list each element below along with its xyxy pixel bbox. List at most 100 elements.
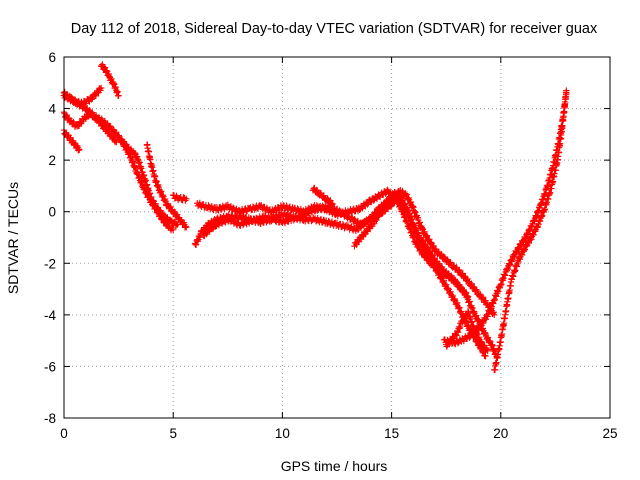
data-point: [456, 283, 464, 291]
data-point: [483, 346, 491, 353]
y-tick-label: -4: [44, 308, 56, 323]
data-point: [67, 134, 74, 141]
chart-title: Day 112 of 2018, Sidereal Day-to-day VTE…: [71, 21, 598, 37]
series-track: [97, 61, 122, 99]
series-track: [60, 84, 105, 108]
data-point: [464, 294, 471, 301]
y-tick-label: 6: [48, 50, 56, 65]
data-point: [167, 216, 174, 224]
data-point: [563, 87, 570, 94]
data-point: [329, 200, 336, 208]
data-point: [115, 92, 122, 99]
y-tick-label: 4: [48, 102, 56, 117]
data-point: [183, 223, 190, 231]
data-point: [453, 299, 461, 306]
data-point: [364, 201, 371, 208]
data-point: [486, 337, 493, 345]
x-tick-label: 10: [275, 426, 290, 441]
data-point: [462, 289, 470, 296]
data-point: [68, 95, 76, 102]
data-point: [432, 247, 439, 254]
data-point: [113, 138, 120, 146]
data-point: [170, 226, 177, 233]
ticks: 0 5 10 15 20 25 -8 -6 -4 -2 0 2 4 6: [44, 50, 618, 441]
data-point: [65, 93, 72, 101]
series-track: [60, 126, 83, 154]
data-point: [440, 277, 447, 284]
data-point: [484, 334, 492, 341]
data-point: [212, 223, 219, 230]
data-point: [107, 123, 114, 130]
series-track: [170, 191, 190, 204]
data-point: [430, 242, 437, 249]
data-point: [148, 193, 155, 201]
series-track: [351, 186, 498, 319]
data-point: [182, 223, 189, 230]
data-point: [81, 114, 89, 121]
data-point: [320, 192, 328, 199]
data-point: [373, 216, 380, 224]
data-point: [92, 92, 100, 100]
y-tick-label: -2: [44, 256, 56, 271]
data-points: [60, 61, 570, 374]
data-point: [88, 96, 95, 103]
data-point: [438, 263, 446, 271]
data-point: [173, 211, 181, 218]
data-point: [482, 352, 489, 360]
data-point: [76, 146, 83, 154]
data-point: [115, 132, 122, 139]
y-tick-label: -8: [44, 411, 56, 426]
series-track: [191, 195, 489, 360]
x-axis-label: GPS time / hours: [281, 458, 388, 474]
series-track: [443, 308, 491, 355]
data-point: [428, 261, 435, 268]
data-point: [447, 259, 454, 266]
data-point: [97, 84, 105, 92]
data-point: [314, 187, 321, 195]
data-point: [477, 291, 484, 298]
data-point: [402, 190, 409, 197]
plot-frame: [63, 56, 611, 419]
series-track: [491, 87, 570, 374]
y-axis-label: SDTVAR / TECUs: [5, 182, 21, 294]
data-point: [101, 64, 109, 71]
series-track: [60, 109, 120, 146]
data-point: [466, 325, 474, 333]
data-point: [479, 293, 487, 301]
series-track: [200, 188, 472, 301]
data-point: [484, 347, 491, 355]
series-track: [309, 184, 336, 209]
x-tick-label: 25: [602, 426, 617, 441]
data-point: [457, 309, 464, 317]
data-point: [299, 213, 306, 220]
data-point: [425, 255, 432, 262]
x-tick-label: 0: [60, 426, 68, 441]
series-track: [143, 141, 190, 231]
data-point: [423, 232, 431, 239]
data-point: [513, 249, 521, 256]
data-point: [183, 195, 190, 203]
data-point: [328, 201, 336, 209]
data-point: [417, 246, 425, 253]
x-tick-label: 15: [384, 426, 399, 441]
data-point: [313, 186, 320, 194]
data-point: [375, 213, 382, 220]
x-tick-label: 20: [493, 426, 508, 441]
data-point: [473, 286, 480, 293]
data-point: [327, 197, 334, 204]
data-point: [464, 293, 472, 301]
data-point: [356, 206, 363, 214]
data-point: [456, 266, 463, 274]
data-point: [443, 281, 450, 289]
y-tick-label: -6: [44, 359, 56, 374]
data-point: [447, 288, 454, 295]
data-point: [483, 344, 490, 352]
data-point: [491, 311, 498, 319]
data-point: [353, 241, 360, 248]
y-tick-label: 2: [48, 153, 56, 168]
y-tick-label: 0: [48, 205, 56, 220]
data-point: [422, 252, 429, 259]
data-point: [444, 284, 452, 292]
x-tick-label: 5: [169, 426, 177, 441]
